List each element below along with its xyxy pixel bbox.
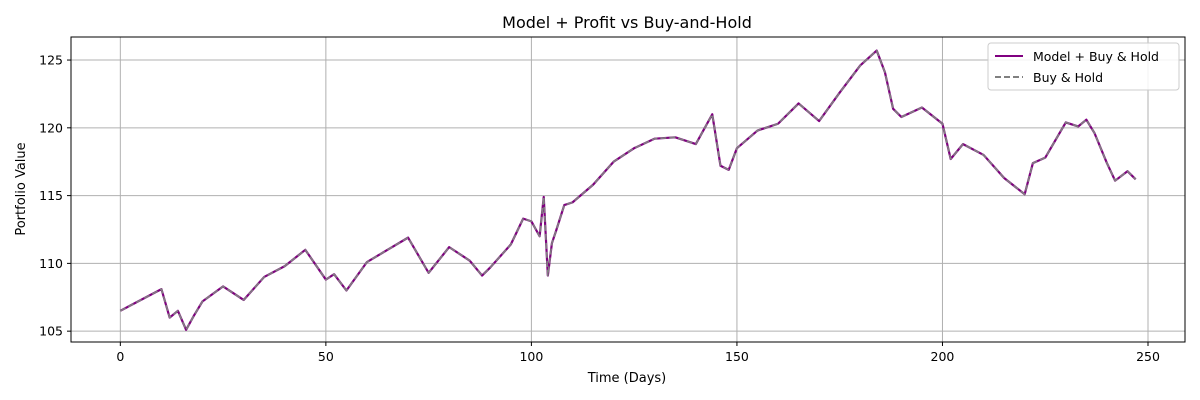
y-tick-label: 125 [39, 53, 63, 68]
x-axis-label: Time (Days) [587, 371, 667, 386]
plot-area-frame [70, 36, 1186, 343]
plot-series [119, 49, 1137, 331]
series-line-model [119, 49, 1137, 331]
y-tick-label: 115 [39, 188, 63, 203]
y-tick-label: 110 [39, 256, 63, 271]
x-tick-label: 0 [116, 349, 124, 364]
x-tick-label: 250 [1136, 349, 1160, 364]
x-tick-label: 150 [725, 349, 749, 364]
chart-title: Model + Profit vs Buy-and-Hold [502, 13, 752, 32]
legend-box [987, 42, 1180, 91]
y-tick-label: 120 [39, 120, 63, 135]
series-line-buy-hold [119, 49, 1137, 331]
x-tick-label: 50 [318, 349, 334, 364]
x-tick-label: 100 [519, 349, 543, 364]
axis-ticks: 0 50 100 150 200 250 105 110 115 120 125 [39, 53, 1160, 364]
legend-label-buy-hold: Buy & Hold [1033, 70, 1103, 85]
legend-label-model: Model + Buy & Hold [1033, 49, 1159, 64]
y-axis-label: Portfolio Value [14, 142, 29, 235]
legend: Model + Buy & Hold Buy & Hold [987, 42, 1180, 91]
y-tick-label: 105 [39, 324, 63, 339]
x-tick-label: 200 [931, 349, 955, 364]
